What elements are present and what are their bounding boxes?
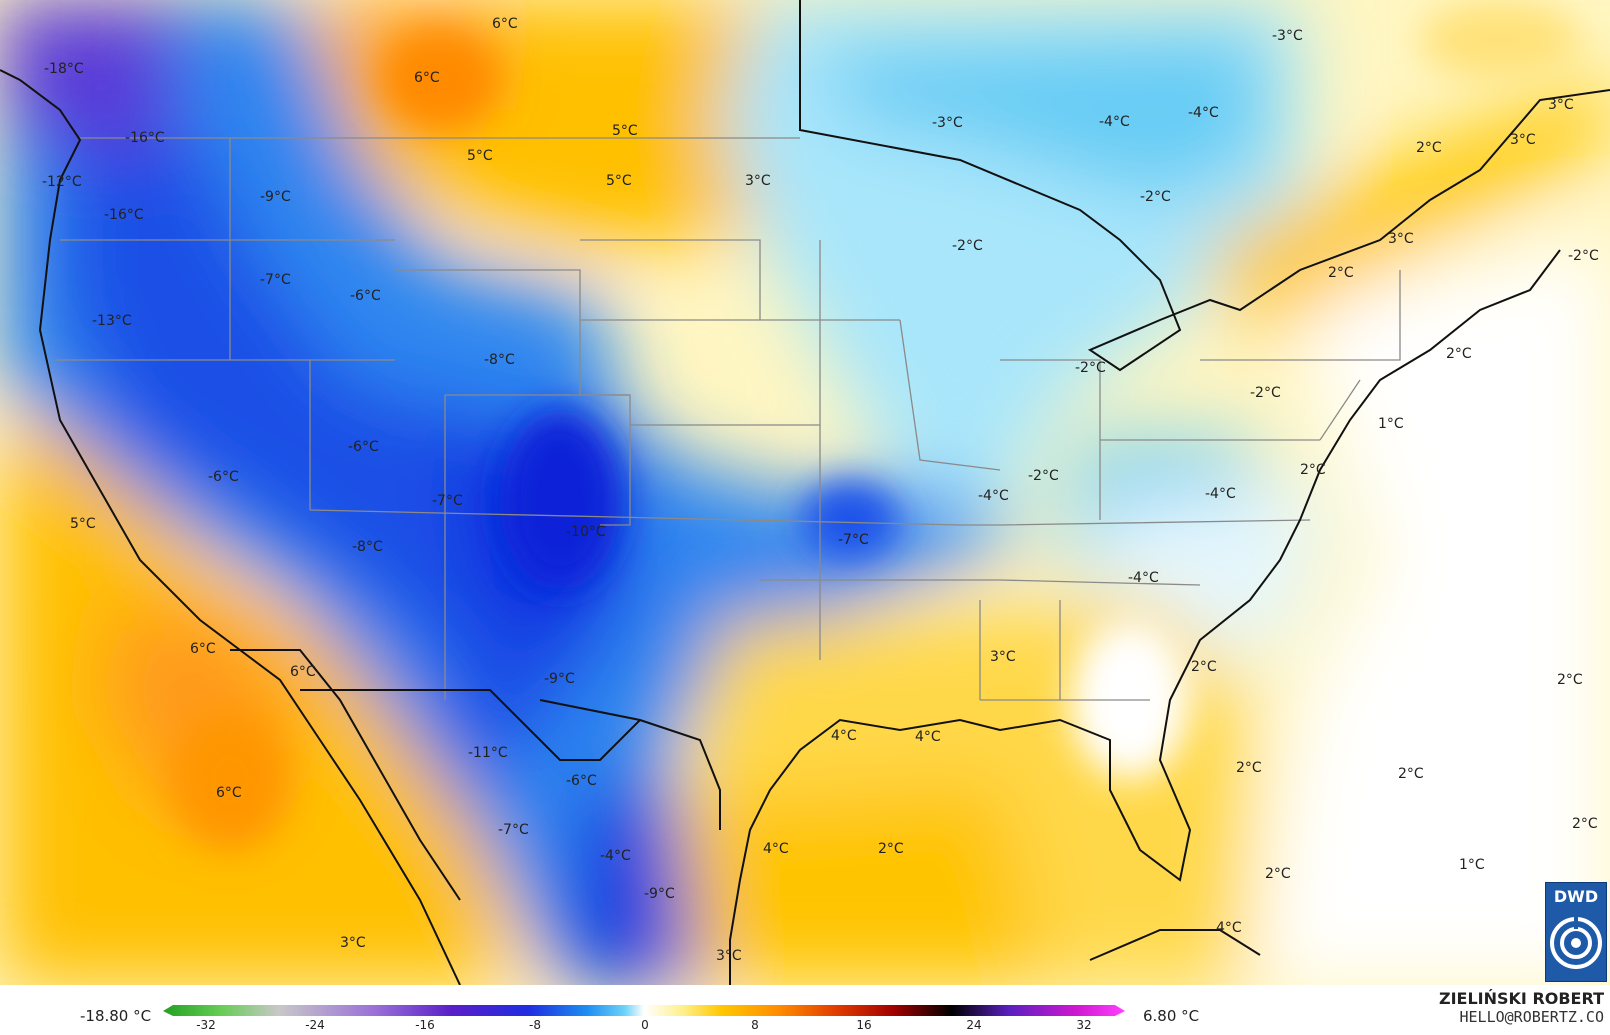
temp-label: 3°C [340, 935, 366, 951]
legend-max-label: 6.80 °C [1143, 1007, 1200, 1025]
temperature-map: -18°C 6°C 6°C -16°C 5°C 5°C 5°C 3°C -12°… [0, 0, 1610, 985]
temp-label: 2°C [878, 841, 904, 857]
legend-tick: 8 [751, 1018, 759, 1032]
temp-label: 2°C [1416, 140, 1442, 156]
temp-label: -9°C [644, 886, 675, 902]
temp-label: -11°C [468, 745, 508, 761]
color-legend: -18.80 °C [0, 985, 1610, 1035]
temp-label: -12°C [42, 174, 82, 190]
temp-label: 5°C [70, 516, 96, 532]
temp-label: -16°C [104, 207, 144, 223]
state-borders [55, 137, 1401, 701]
temp-label: 2°C [1328, 265, 1354, 281]
temp-label: 3°C [1388, 231, 1414, 247]
temp-label: 2°C [1191, 659, 1217, 675]
temp-label: 4°C [763, 841, 789, 857]
temp-label: -6°C [348, 439, 379, 455]
temp-label: -4°C [1205, 486, 1236, 502]
temperature-labels: -18°C 6°C 6°C -16°C 5°C 5°C 5°C 3°C -12°… [42, 16, 1599, 964]
temp-label: -2°C [1075, 360, 1106, 376]
temp-label: 3°C [1548, 97, 1574, 113]
temp-label: -18°C [44, 61, 84, 77]
temp-label: 4°C [915, 729, 941, 745]
temp-label: -4°C [1099, 114, 1130, 130]
temp-label: 2°C [1572, 816, 1598, 832]
temp-label: -7°C [260, 272, 291, 288]
temp-label: -4°C [1188, 105, 1219, 121]
temp-label: 2°C [1236, 760, 1262, 776]
legend-tick: 0 [641, 1018, 649, 1032]
temp-label: -10°C [566, 524, 606, 540]
temp-label: -4°C [1128, 570, 1159, 586]
legend-tick: -24 [305, 1018, 325, 1032]
temp-label: -7°C [498, 822, 529, 838]
temp-label: 3°C [745, 173, 771, 189]
temp-label: -9°C [260, 189, 291, 205]
temp-label: -16°C [125, 130, 165, 146]
temp-label: 5°C [606, 173, 632, 189]
temp-label: -2°C [1140, 189, 1171, 205]
temp-label: -4°C [978, 488, 1009, 504]
coastlines [0, 0, 1610, 985]
dwd-logo: DWD [1545, 882, 1607, 982]
map-canvas: -18°C 6°C 6°C -16°C 5°C 5°C 5°C 3°C -12°… [0, 0, 1610, 985]
legend-tick: 16 [856, 1018, 872, 1032]
dwd-logo-text: DWD [1553, 887, 1599, 906]
temp-label: -8°C [484, 352, 515, 368]
temp-label: -3°C [1272, 28, 1303, 44]
temp-label: 2°C [1300, 462, 1326, 478]
temp-label: -6°C [566, 773, 597, 789]
temp-label: 6°C [414, 70, 440, 86]
temp-label: 4°C [1216, 920, 1242, 936]
temp-label: -2°C [1250, 385, 1281, 401]
legend-tick: -8 [529, 1018, 541, 1032]
temp-label: 3°C [716, 948, 742, 964]
temp-label: 6°C [216, 785, 242, 801]
temp-label: 2°C [1557, 672, 1583, 688]
temp-label: -8°C [352, 539, 383, 555]
author-email: HELLO@ROBERTZ.CO [1459, 1008, 1605, 1026]
temp-label: 6°C [290, 664, 316, 680]
temp-label: -2°C [1028, 468, 1059, 484]
temp-label: 5°C [467, 148, 493, 164]
temp-label: -2°C [952, 238, 983, 254]
temp-label: 3°C [1510, 132, 1536, 148]
temp-label: -3°C [932, 115, 963, 131]
temp-label: 1°C [1378, 416, 1404, 432]
temp-label: 3°C [990, 649, 1016, 665]
temp-label: -2°C [1568, 248, 1599, 264]
temp-label: 6°C [190, 641, 216, 657]
legend-tick: -16 [415, 1018, 435, 1032]
temp-label: 2°C [1265, 866, 1291, 882]
temp-label: -9°C [544, 671, 575, 687]
temp-label: -6°C [208, 469, 239, 485]
temp-label: 2°C [1398, 766, 1424, 782]
legend-tick: 24 [966, 1018, 982, 1032]
legend-min-label: -18.80 °C [80, 1007, 152, 1025]
legend-tick: 32 [1076, 1018, 1092, 1032]
temperature-detail [170, 0, 1580, 850]
temp-label: -6°C [350, 288, 381, 304]
legend-tick: -32 [196, 1018, 216, 1032]
temp-label: -13°C [92, 313, 132, 329]
temp-label: 1°C [1459, 857, 1485, 873]
temp-label: -7°C [838, 532, 869, 548]
temp-label: 6°C [492, 16, 518, 32]
legend-colorbar [163, 1005, 1125, 1016]
temp-label: -7°C [432, 493, 463, 509]
dwd-swirl-icon [1550, 917, 1602, 969]
temp-label: 2°C [1446, 346, 1472, 362]
temp-label: 4°C [831, 728, 857, 744]
temp-label: 5°C [612, 123, 638, 139]
author-name: ZIELIŃSKI ROBERT [1438, 989, 1604, 1008]
temp-label: -4°C [600, 848, 631, 864]
